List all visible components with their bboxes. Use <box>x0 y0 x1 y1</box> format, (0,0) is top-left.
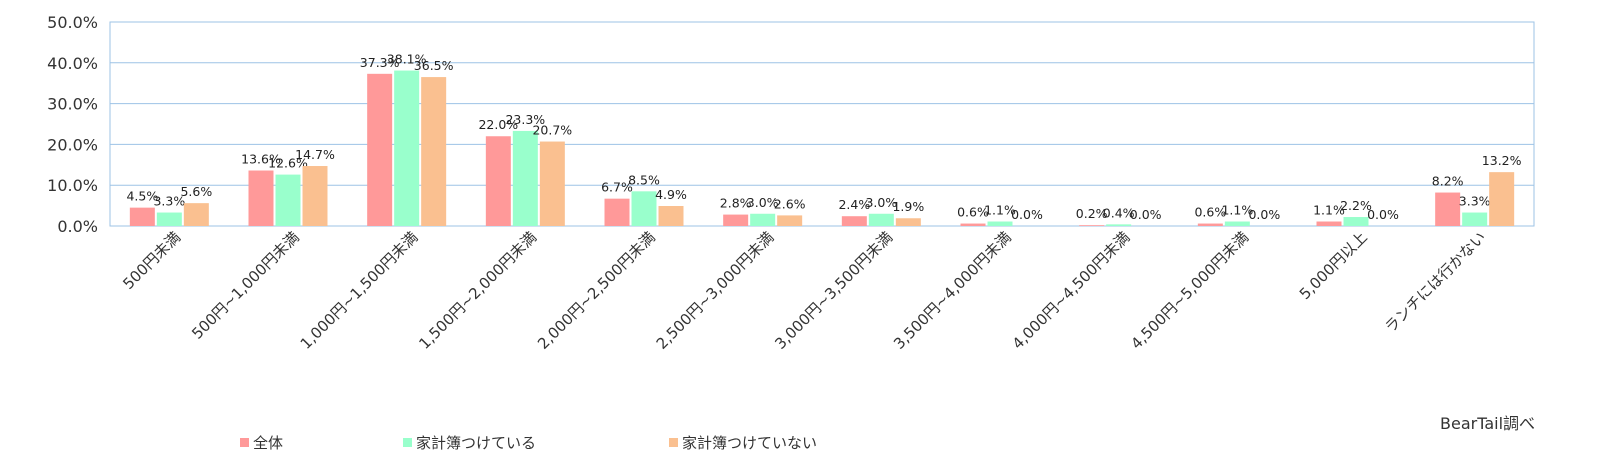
bar <box>841 216 867 226</box>
x-tick-label: 500円~1,000円未満 <box>188 228 303 343</box>
data-label: 0.4% <box>1103 205 1135 220</box>
data-label: 3.0% <box>747 195 779 210</box>
bar <box>631 191 657 226</box>
data-label: 8.2% <box>1432 174 1464 189</box>
data-label: 2.6% <box>774 196 806 211</box>
bar <box>129 207 155 226</box>
y-tick-label: 20.0% <box>47 135 98 154</box>
plot-border <box>109 21 1535 227</box>
bar <box>539 141 565 226</box>
x-tick-label: 500円未満 <box>119 228 184 293</box>
x-tick-label: 1,500円~2,000円未満 <box>415 228 540 353</box>
bar <box>960 223 986 226</box>
legend-label: 家計簿つけていない <box>682 434 818 452</box>
bar <box>421 77 447 226</box>
data-label: 1.1% <box>1221 203 1253 218</box>
data-label: 23.3% <box>505 112 545 127</box>
data-label: 1.1% <box>984 203 1016 218</box>
data-label: 0.0% <box>1248 207 1280 222</box>
bar <box>156 212 182 226</box>
bar <box>302 166 328 226</box>
x-tick-label: 4,500円~5,000円未満 <box>1127 228 1252 353</box>
bar <box>723 214 749 226</box>
bar <box>604 198 630 226</box>
bar <box>394 70 420 226</box>
x-tick-label: 2,500円~3,000円未満 <box>653 228 778 353</box>
bar <box>248 170 274 226</box>
data-label: 3.0% <box>865 195 897 210</box>
data-label: 38.1% <box>387 52 427 67</box>
bar <box>750 213 776 226</box>
x-tick-label: 2,000円~2,500円未満 <box>534 228 659 353</box>
bar <box>777 215 803 226</box>
y-tick-label: 40.0% <box>47 54 98 73</box>
data-label: 6.7% <box>601 180 633 195</box>
y-tick-label: 10.0% <box>47 176 98 195</box>
legend-item-keeping: 家計簿つけている <box>403 432 536 453</box>
bar <box>1079 225 1105 226</box>
legend-swatch <box>403 438 412 447</box>
legend-swatch <box>240 438 249 447</box>
data-label: 1.1% <box>1313 203 1345 218</box>
data-label: 13.2% <box>1482 153 1522 168</box>
x-tick-label: 3,500円~4,000円未満 <box>890 228 1015 353</box>
source-note: BearTail調べ <box>1440 414 1536 433</box>
bar <box>1489 172 1515 226</box>
legend-item-not-keeping: 家計簿つけていない <box>669 432 817 453</box>
data-label: 1.9% <box>892 199 924 214</box>
legend-item-all: 全体 <box>240 432 283 453</box>
x-tick-label: 5,000円以上 <box>1296 228 1371 303</box>
data-label: 3.3% <box>1459 194 1491 209</box>
data-label: 0.0% <box>1367 207 1399 222</box>
legend-label: 全体 <box>253 434 284 452</box>
bar <box>987 221 1013 226</box>
data-label: 8.5% <box>628 172 660 187</box>
bar <box>367 73 393 226</box>
data-label: 0.6% <box>957 205 989 220</box>
legend-swatch <box>669 438 678 447</box>
data-label: 2.2% <box>1340 198 1372 213</box>
data-label: 22.0% <box>478 117 518 132</box>
y-tick-label: 30.0% <box>47 95 98 114</box>
legend-label: 家計簿つけている <box>416 434 537 452</box>
bar <box>658 206 684 226</box>
data-label: 2.4% <box>838 197 870 212</box>
data-label: 4.9% <box>655 187 687 202</box>
data-label: 5.6% <box>180 184 212 199</box>
data-label: 0.6% <box>1194 205 1226 220</box>
bar <box>1462 212 1488 226</box>
x-tick-label: 3,000円~3,500円未満 <box>771 228 896 353</box>
bar <box>1106 224 1132 226</box>
x-tick-label: 4,000円~4,500円未満 <box>1009 228 1134 353</box>
x-tick-label: 1,000円~1,500円未満 <box>297 228 422 353</box>
y-tick-label: 50.0% <box>47 13 98 32</box>
bar <box>485 136 511 226</box>
data-label: 13.6% <box>241 152 281 167</box>
data-label: 12.6% <box>268 156 308 171</box>
data-label: 0.0% <box>1130 207 1162 222</box>
bar <box>1224 221 1250 226</box>
bar <box>1435 192 1461 226</box>
data-label: 2.8% <box>720 196 752 211</box>
data-label: 20.7% <box>532 123 572 138</box>
data-label: 0.2% <box>1076 206 1108 221</box>
data-label: 37.3% <box>360 55 400 70</box>
data-label: 14.7% <box>295 147 335 162</box>
data-label: 4.5% <box>126 189 158 204</box>
bar <box>183 203 209 226</box>
y-tick-label: 0.0% <box>57 217 98 236</box>
bar <box>895 218 921 226</box>
bar <box>275 174 301 226</box>
x-tick-label: ランチには行かない <box>1381 228 1489 336</box>
bar <box>868 213 894 226</box>
data-label: 3.3% <box>153 194 185 209</box>
data-label: 36.5% <box>414 58 454 73</box>
bar <box>512 130 538 226</box>
bar <box>1343 217 1369 226</box>
bar <box>1316 221 1342 226</box>
bar <box>1197 223 1223 226</box>
data-label: 0.0% <box>1011 207 1043 222</box>
